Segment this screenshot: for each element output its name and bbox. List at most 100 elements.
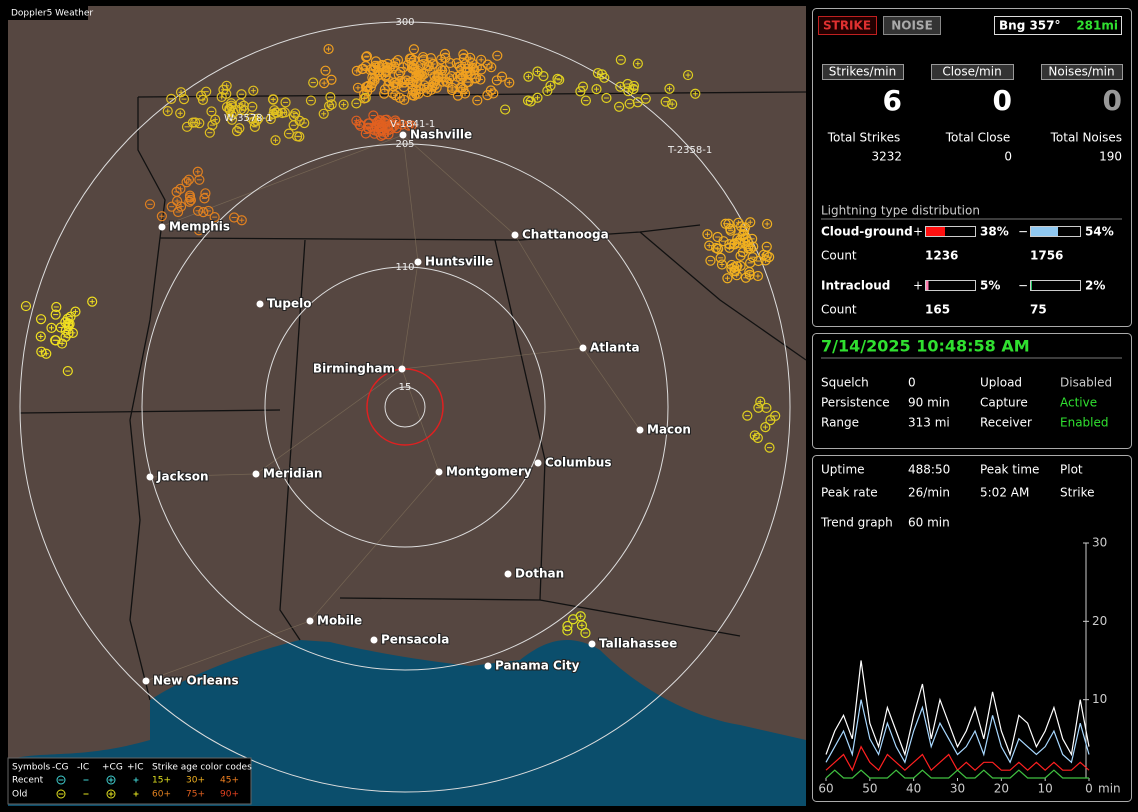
strike-ring bbox=[351, 115, 362, 126]
strike-marker bbox=[601, 92, 612, 104]
strike-marker bbox=[50, 309, 61, 320]
map: 300 205 110 15 W-3578-1 V-1841-1 T-2358-1 Nashv… bbox=[7, 6, 807, 806]
strike-ring bbox=[87, 296, 98, 307]
strike-ring bbox=[326, 99, 337, 110]
strike-ring bbox=[362, 122, 374, 133]
strike-ring bbox=[308, 77, 319, 88]
strike-marker bbox=[736, 221, 747, 232]
strike-ring bbox=[231, 126, 243, 137]
strike-marker bbox=[454, 61, 465, 72]
strike-marker bbox=[162, 106, 173, 117]
setting-label: Receiver bbox=[980, 416, 1032, 430]
strike-marker bbox=[268, 94, 279, 105]
strike-ring bbox=[226, 114, 238, 125]
strike-ring bbox=[488, 88, 499, 99]
strike-ring bbox=[580, 95, 591, 106]
strike-ring bbox=[628, 83, 639, 95]
noise-button[interactable] bbox=[883, 16, 941, 35]
strike-marker bbox=[504, 77, 515, 88]
strike-marker bbox=[724, 239, 735, 250]
setting-value: 90 min bbox=[908, 396, 950, 410]
strike-marker bbox=[437, 76, 448, 87]
strike-ring bbox=[60, 331, 71, 342]
strike-ring bbox=[718, 236, 729, 247]
count-label: Count bbox=[821, 249, 857, 263]
strike-ring bbox=[265, 113, 276, 125]
strike-ring bbox=[623, 86, 634, 97]
trend-graph: 10 20 30 60 50 40 30 20 10 0 min bbox=[818, 536, 1120, 796]
setting-label: Range bbox=[821, 416, 859, 430]
legend-content: Symbols -CG -IC +CG +IC Strike age color code… bbox=[12, 763, 252, 800]
percent-track bbox=[925, 226, 976, 237]
strike-marker bbox=[458, 52, 470, 64]
strike-ring bbox=[523, 71, 534, 82]
strike-ring bbox=[722, 273, 733, 284]
strike-ring bbox=[732, 233, 743, 244]
strike-ring bbox=[320, 65, 331, 76]
strike-marker bbox=[35, 314, 47, 325]
strike-ring bbox=[753, 402, 764, 413]
strike-ring bbox=[736, 221, 747, 232]
strike-button-label[interactable]: STRIKE bbox=[823, 19, 871, 33]
strike-marker bbox=[690, 88, 701, 99]
strike-marker bbox=[50, 335, 61, 346]
legend-symbol bbox=[56, 789, 66, 799]
city-label: Meridian bbox=[263, 467, 322, 481]
strike-ring bbox=[354, 119, 365, 130]
strike-ring bbox=[204, 127, 215, 138]
panel bbox=[812, 8, 1132, 327]
strike-marker bbox=[360, 92, 371, 103]
bearing-box bbox=[994, 16, 1122, 35]
strike-ring bbox=[62, 313, 73, 324]
strike-marker bbox=[729, 265, 740, 276]
strike-ring bbox=[664, 83, 675, 94]
strike-marker bbox=[580, 95, 591, 106]
strike-ring bbox=[368, 110, 379, 121]
distance: 281mi bbox=[1076, 19, 1118, 33]
city-dot bbox=[252, 470, 260, 478]
y-tick-label: 30 bbox=[1092, 536, 1107, 550]
strike-marker bbox=[439, 48, 451, 59]
strike-ring bbox=[439, 65, 450, 76]
strike-button[interactable] bbox=[818, 16, 877, 35]
strike-marker bbox=[184, 190, 196, 201]
strike-ring bbox=[360, 92, 371, 103]
border bbox=[159, 224, 701, 241]
strike-marker bbox=[338, 99, 349, 110]
strike-ring bbox=[382, 80, 394, 91]
strike-marker bbox=[492, 50, 503, 61]
bearing: Bng 357° bbox=[999, 19, 1061, 33]
city-label: Pensacola bbox=[381, 633, 449, 647]
strike-marker bbox=[723, 218, 734, 229]
strike-marker bbox=[249, 121, 260, 132]
border bbox=[137, 91, 807, 98]
strike-marker bbox=[439, 65, 450, 76]
strike-ring bbox=[41, 348, 52, 359]
stat-value: Strike bbox=[1060, 486, 1095, 500]
strike-marker bbox=[194, 174, 205, 185]
strike-ring bbox=[35, 331, 46, 342]
strike-marker bbox=[352, 82, 364, 93]
noise-button-label[interactable]: NOISE bbox=[891, 19, 933, 33]
strike-ring bbox=[682, 69, 694, 81]
strike-ring bbox=[194, 118, 205, 129]
strike-marker bbox=[368, 110, 379, 121]
strike-ring bbox=[394, 92, 405, 103]
stat-label: Trend graph bbox=[820, 516, 893, 530]
strike-ring bbox=[469, 65, 480, 76]
range-label: 300 bbox=[395, 17, 414, 28]
strike-marker bbox=[622, 78, 633, 90]
stat-label: Peak time bbox=[980, 463, 1039, 477]
strike-ring bbox=[351, 98, 362, 109]
setting-value: Enabled bbox=[1060, 416, 1109, 430]
rate-label: Close/min bbox=[942, 65, 1001, 79]
strike-marker bbox=[354, 119, 365, 130]
strike-ring bbox=[454, 61, 465, 72]
percent-label: 5% bbox=[980, 279, 1000, 293]
strike-ring bbox=[323, 100, 335, 112]
strike-marker bbox=[446, 71, 457, 82]
strike-ring bbox=[762, 218, 773, 230]
strike-ring bbox=[415, 71, 426, 82]
strike-marker bbox=[732, 233, 743, 244]
strike-marker bbox=[41, 348, 52, 359]
